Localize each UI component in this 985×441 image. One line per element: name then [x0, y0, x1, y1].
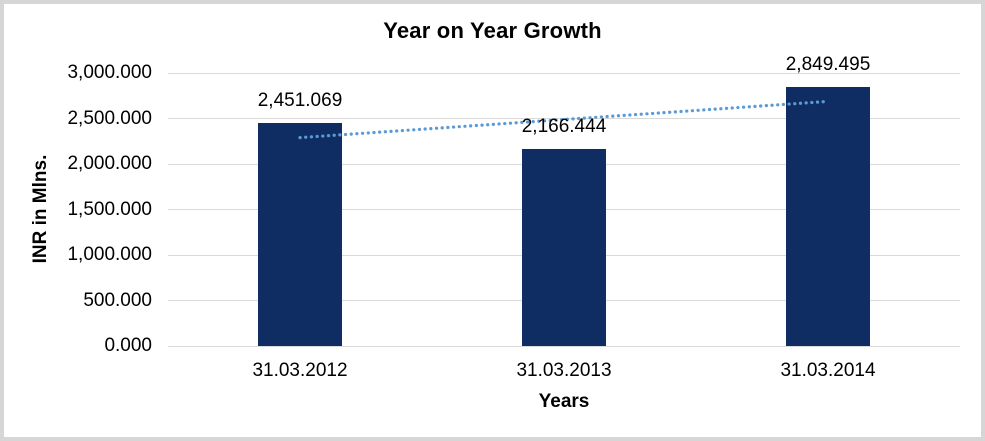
- plot-area: 2,451.069 2,166.444 2,849.495: [168, 54, 960, 347]
- x-tick-label: 31.03.2013: [516, 360, 612, 381]
- y-tick-label: 2,500.000: [67, 107, 152, 129]
- x-axis-ticks: 31.03.2012 31.03.2013 31.03.2014: [168, 360, 960, 384]
- y-axis-ticks: 0.000 500.000 1,000.000 1,500.000 2,000.000 2…: [4, 62, 152, 356]
- y-tick-label: 500.000: [83, 289, 152, 311]
- x-tick-label: 31.03.2012: [252, 360, 348, 381]
- bar-value-label: 2,166.444: [521, 115, 607, 137]
- bar-value-label: 2,849.495: [785, 53, 871, 75]
- bar: [786, 86, 870, 346]
- x-tick-label: 31.03.2014: [780, 360, 876, 381]
- bar: [522, 148, 606, 346]
- gridline: [168, 72, 960, 74]
- trendline: [298, 99, 830, 140]
- y-tick-label: 1,000.000: [67, 244, 152, 265]
- y-tick-label: 2,000.000: [67, 153, 152, 174]
- gridline: [168, 118, 960, 119]
- y-tick-label: 3,000.000: [67, 62, 152, 83]
- y-tick-label: 0.000: [104, 335, 152, 356]
- bar: [258, 122, 342, 346]
- y-tick-label: 1,500.000: [67, 198, 152, 220]
- x-axis-title: Years: [538, 391, 590, 412]
- gridline: [168, 345, 960, 347]
- bar-value-label: 2,451.069: [257, 89, 343, 111]
- chart-title: Year on Year Growth: [383, 18, 602, 43]
